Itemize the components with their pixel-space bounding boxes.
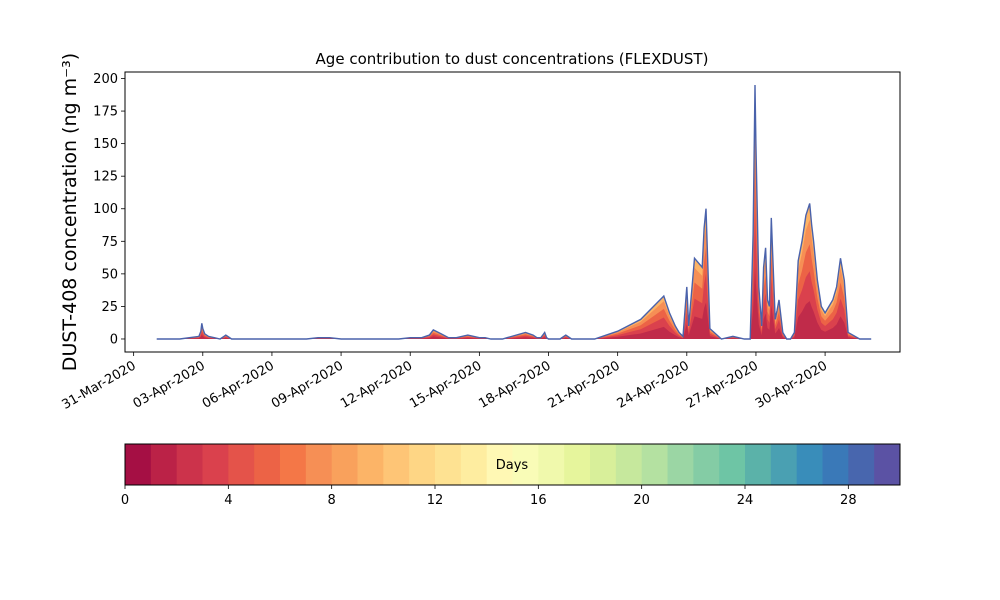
colorbar-frame xyxy=(124,443,901,486)
colorbar-tick-label: 12 xyxy=(427,493,444,508)
y-tick-label: 100 xyxy=(93,202,118,217)
y-tick-label: 50 xyxy=(101,267,118,282)
colorbar-swatch xyxy=(331,444,358,485)
colorbar-swatch xyxy=(822,444,849,485)
x-tick-label: 21-Apr-2020 xyxy=(546,358,623,411)
colorbar-swatch xyxy=(615,444,643,485)
colorbar-swatch xyxy=(357,444,384,485)
plot-area xyxy=(124,71,901,353)
colorbar-swatch xyxy=(150,444,178,485)
x-tick-label: 30-Apr-2020 xyxy=(753,358,830,411)
y-tick-label: 200 xyxy=(93,72,118,87)
colorbar-tick-label: 0 xyxy=(121,493,129,508)
colorbar-swatch xyxy=(874,444,901,485)
colorbar-swatches xyxy=(125,444,901,485)
colorbar-label: Days xyxy=(496,458,529,473)
x-tick-label: 06-Apr-2020 xyxy=(200,358,277,411)
colorbar-swatch xyxy=(254,444,281,485)
plot-frame xyxy=(124,71,901,353)
colorbar-swatch xyxy=(280,444,307,485)
age-fill-layers xyxy=(156,85,872,339)
y-tick-label: 175 xyxy=(93,105,118,120)
age-layer-area xyxy=(156,267,872,339)
colorbar-swatch xyxy=(590,444,617,485)
y-tick-label: 75 xyxy=(101,235,118,250)
x-axis-ticks: 31-Mar-202003-Apr-202006-Apr-202009-Apr-… xyxy=(60,352,830,413)
y-axis-ticks: 0 25 50 75 100 125 150 175 200 xyxy=(93,72,125,347)
colorbar-swatch xyxy=(202,444,229,485)
colorbar-tick-label: 16 xyxy=(530,493,547,508)
colorbar-swatch xyxy=(512,444,539,485)
colorbar-swatch xyxy=(693,444,720,485)
colorbar-swatch xyxy=(564,444,591,485)
y-axis-label: DUST-408 concentration (ng m⁻³) xyxy=(59,53,81,371)
x-tick-label: 18-Apr-2020 xyxy=(476,358,553,411)
colorbar-swatch xyxy=(435,444,462,485)
colorbar-swatch xyxy=(409,444,436,485)
colorbar-swatch xyxy=(641,444,668,485)
total-concentration-line xyxy=(156,84,872,340)
colorbar-swatch xyxy=(486,444,513,485)
y-tick-label: 25 xyxy=(101,300,118,315)
colorbar-swatch xyxy=(667,444,694,485)
colorbar-tick-label: 28 xyxy=(840,493,857,508)
colorbar-swatch xyxy=(228,444,255,485)
colorbar-swatch xyxy=(383,444,410,485)
y-tick-label: 150 xyxy=(93,137,118,152)
colorbar: Days 0 4 8 12 16 20 24 28 xyxy=(121,443,901,508)
colorbar-swatch xyxy=(460,444,488,485)
x-tick-label: 15-Apr-2020 xyxy=(407,358,484,411)
colorbar-swatch xyxy=(719,444,746,485)
x-tick-label: 12-Apr-2020 xyxy=(338,358,415,411)
x-tick-label: 03-Apr-2020 xyxy=(131,358,208,411)
colorbar-tick-label: 24 xyxy=(737,493,754,508)
colorbar-swatch xyxy=(770,444,798,485)
colorbar-swatch xyxy=(745,444,772,485)
colorbar-tick-label: 8 xyxy=(328,493,336,508)
colorbar-swatch xyxy=(796,444,823,485)
y-tick-label: 0 xyxy=(110,332,118,347)
colorbar-swatch xyxy=(176,444,203,485)
colorbar-swatch xyxy=(305,444,333,485)
x-tick-label: 27-Apr-2020 xyxy=(684,358,761,411)
x-tick-label: 24-Apr-2020 xyxy=(615,358,692,411)
colorbar-swatch xyxy=(538,444,565,485)
colorbar-tick-label: 4 xyxy=(224,493,232,508)
colorbar-ticks: 0 4 8 12 16 20 24 28 xyxy=(121,485,857,508)
colorbar-tick-label: 20 xyxy=(633,493,650,508)
colorbar-swatch xyxy=(125,444,152,485)
y-tick-label: 125 xyxy=(93,170,118,185)
chart-title: Age contribution to dust concentrations … xyxy=(316,50,709,68)
x-tick-label: 09-Apr-2020 xyxy=(269,358,346,411)
colorbar-swatch xyxy=(848,444,875,485)
